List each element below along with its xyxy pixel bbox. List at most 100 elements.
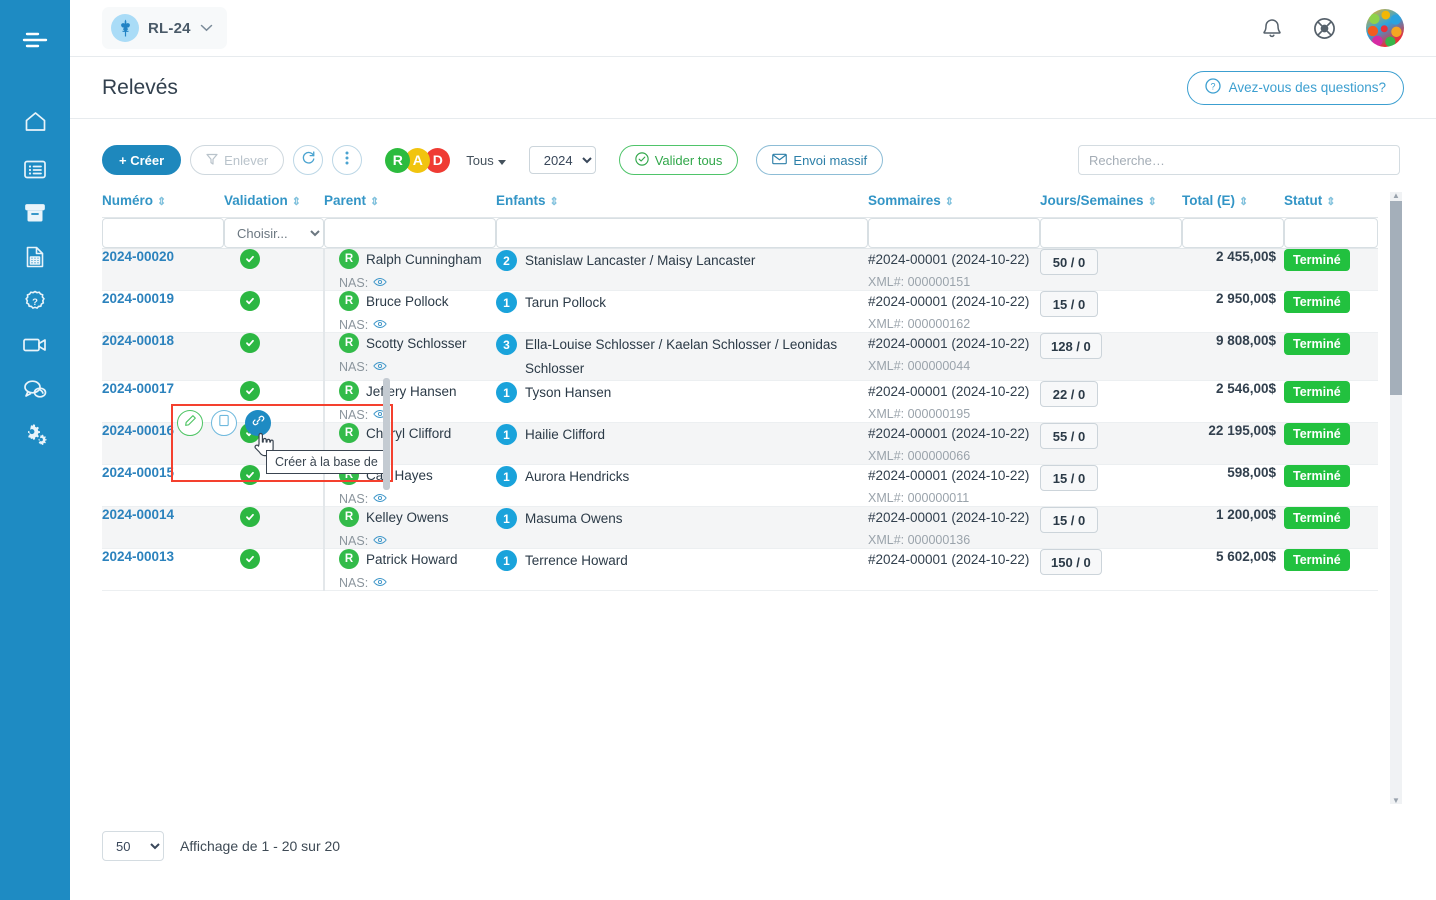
column-header-statut[interactable]: Statut ⇕ [1284, 193, 1378, 218]
edit-row-button[interactable] [177, 410, 203, 436]
summary-reference: #2024-00001 (2024-10-22) [868, 426, 1030, 442]
children-count-badge: 3 [496, 334, 517, 355]
org-switcher[interactable]: RL-24 [102, 7, 227, 49]
page-header: Relevés ? Avez-vous des questions? [70, 57, 1436, 119]
bulk-send-button[interactable]: Envoi massif [756, 145, 884, 175]
eye-icon[interactable] [373, 360, 387, 374]
eye-icon[interactable] [373, 576, 387, 590]
search-input[interactable] [1078, 145, 1400, 175]
eye-icon[interactable] [373, 318, 387, 332]
summary-xml: XML#: 000000162 [868, 316, 971, 331]
summary-reference: #2024-00001 (2024-10-22) [868, 468, 1030, 484]
table-header-row: Numéro ⇕ Validation ⇕ Parent ⇕ Enfants ⇕ Som… [102, 193, 1378, 218]
column-header-sommaires[interactable]: Sommaires ⇕ [868, 193, 1040, 218]
more-actions-button[interactable] [332, 145, 363, 175]
remove-filter-button[interactable]: Enlever [190, 145, 285, 175]
column-header-total[interactable]: Total (E) ⇕ [1182, 193, 1284, 218]
releve-number-link[interactable]: 2024-00020 [102, 249, 175, 264]
sidebar-item-archive[interactable] [0, 191, 70, 235]
table-row[interactable]: 2024-00018 R Scotty Schlosser NAS: 3 Ella-Lou… [102, 332, 1378, 382]
filter-jours[interactable] [1040, 218, 1182, 248]
column-header-parent[interactable]: Parent ⇕ [324, 193, 496, 218]
table-row[interactable]: 2024-00013 R Patrick Howard NAS: 1 Terrence H… [102, 548, 1378, 592]
sidebar-item-list[interactable] [0, 147, 70, 191]
create-from-base-button[interactable] [245, 410, 271, 436]
releves-panel: + Créer Enlever R [70, 119, 1436, 900]
cell-enfants: 3 Ella-Louise Schlosser / Kaelan Schlosse… [496, 332, 868, 382]
copy-row-button[interactable] [211, 410, 237, 436]
pencil-icon [184, 414, 197, 432]
releve-number-link[interactable]: 2024-00014 [102, 507, 175, 523]
filter-total[interactable] [1182, 218, 1284, 248]
avatar[interactable] [1366, 9, 1404, 47]
scroll-up-arrow[interactable]: ▲ [1392, 191, 1400, 200]
filter-sommaires[interactable] [868, 218, 1040, 248]
page-size-select[interactable]: 50 [102, 831, 164, 861]
rad-tous-dropdown[interactable]: Tous [466, 153, 506, 168]
validate-all-button[interactable]: Valider tous [618, 145, 739, 175]
eye-icon[interactable] [373, 492, 387, 506]
releve-number-link[interactable]: 2024-00019 [102, 291, 175, 306]
filter-parent[interactable] [324, 218, 496, 248]
main-scrollbar[interactable]: ▲ ▼ [1390, 191, 1402, 805]
table-row[interactable]: 2024-00020 R Ralph Cunningham NAS: 2 Stanisla… [102, 248, 1378, 291]
releves-table: Numéro ⇕ Validation ⇕ Parent ⇕ Enfants ⇕ Som… [102, 193, 1404, 813]
table-row[interactable]: 2024-00015 R Carl Hayes NAS: 1 Aurora Hendric… [102, 464, 1378, 508]
releve-number-link[interactable]: 2024-00013 [102, 549, 175, 565]
children-count-badge: 1 [496, 550, 517, 572]
column-header-enfants[interactable]: Enfants ⇕ [496, 193, 868, 218]
cell-statut: Terminé [1284, 464, 1378, 508]
menu-toggle-button[interactable] [0, 18, 70, 62]
filter-numero[interactable] [102, 218, 224, 248]
remove-filter-label: Enlever [224, 152, 269, 168]
cell-validation [224, 248, 324, 291]
refresh-button[interactable] [293, 145, 324, 175]
content-area: + Créer Enlever R [70, 119, 1436, 900]
summary-xml: XML#: 000000044 [868, 358, 971, 373]
scrollbar-thumb[interactable] [1390, 201, 1402, 395]
sidebar-item-chat[interactable] [0, 367, 70, 411]
filter-statut[interactable] [1284, 218, 1378, 248]
bell-icon[interactable] [1261, 16, 1283, 40]
scroll-down-arrow[interactable]: ▼ [1392, 796, 1400, 805]
filter-enfants[interactable] [496, 218, 868, 248]
nas-row: NAS: [339, 276, 496, 290]
cell-statut: Terminé [1284, 380, 1378, 424]
cell-validation [224, 290, 324, 333]
table-row[interactable]: 2024-00017 R Jeffery Hansen NAS: 1 Tyson Hans… [102, 380, 1378, 424]
create-button[interactable]: + Créer [102, 145, 182, 175]
children-names: Masuma Owens [525, 511, 623, 527]
column-header-numero[interactable]: Numéro ⇕ [102, 193, 224, 218]
children-count-badge: 1 [496, 508, 517, 530]
sidebar-item-help[interactable]: ? [0, 279, 70, 323]
releve-number-link[interactable]: 2024-00016 [102, 423, 175, 439]
releve-number-link[interactable]: 2024-00018 [102, 333, 175, 348]
questions-button[interactable]: ? Avez-vous des questions? [1186, 70, 1404, 105]
filter-validation[interactable]: Choisir... [224, 218, 324, 248]
eye-icon[interactable] [373, 276, 387, 290]
year-select[interactable]: 2024 [528, 146, 596, 174]
column-header-jours[interactable]: Jours/Semaines ⇕ [1040, 193, 1182, 218]
children-count-badge: 1 [496, 292, 517, 313]
sidebar-item-video[interactable] [0, 323, 70, 367]
rad-dot-r[interactable]: R [385, 147, 411, 173]
table-row[interactable]: 2024-00014 R Kelley Owens NAS: 1 Masuma Owens… [102, 506, 1378, 550]
sidebar-item-home[interactable] [0, 94, 70, 147]
releve-number-link[interactable]: 2024-00017 [102, 381, 175, 397]
nas-row: NAS: [339, 360, 496, 374]
eye-icon[interactable] [373, 534, 387, 548]
cell-total: 2 455,00$ [1182, 248, 1284, 291]
sidebar-item-settings[interactable] [0, 411, 70, 455]
column-header-validation[interactable]: Validation ⇕ [224, 193, 324, 218]
lifebuoy-icon[interactable] [1313, 17, 1336, 40]
sidebar-item-reports[interactable] [0, 235, 70, 279]
children-count-badge: 1 [496, 382, 517, 404]
row-group-scrollbar[interactable] [383, 378, 390, 490]
parent-name: Jeffery Hansen [366, 383, 457, 399]
cell-sommaires: #2024-00001 (2024-10-22) XML#: 000000162 [868, 290, 1040, 333]
cell-enfants: 1 Masuma Owens [496, 506, 868, 550]
rad-dot-a[interactable]: A [405, 147, 431, 173]
releve-number-link[interactable]: 2024-00015 [102, 465, 175, 481]
table-row[interactable]: 2024-00019 R Bruce Pollock NAS: 1 Tarun Pollo… [102, 290, 1378, 333]
